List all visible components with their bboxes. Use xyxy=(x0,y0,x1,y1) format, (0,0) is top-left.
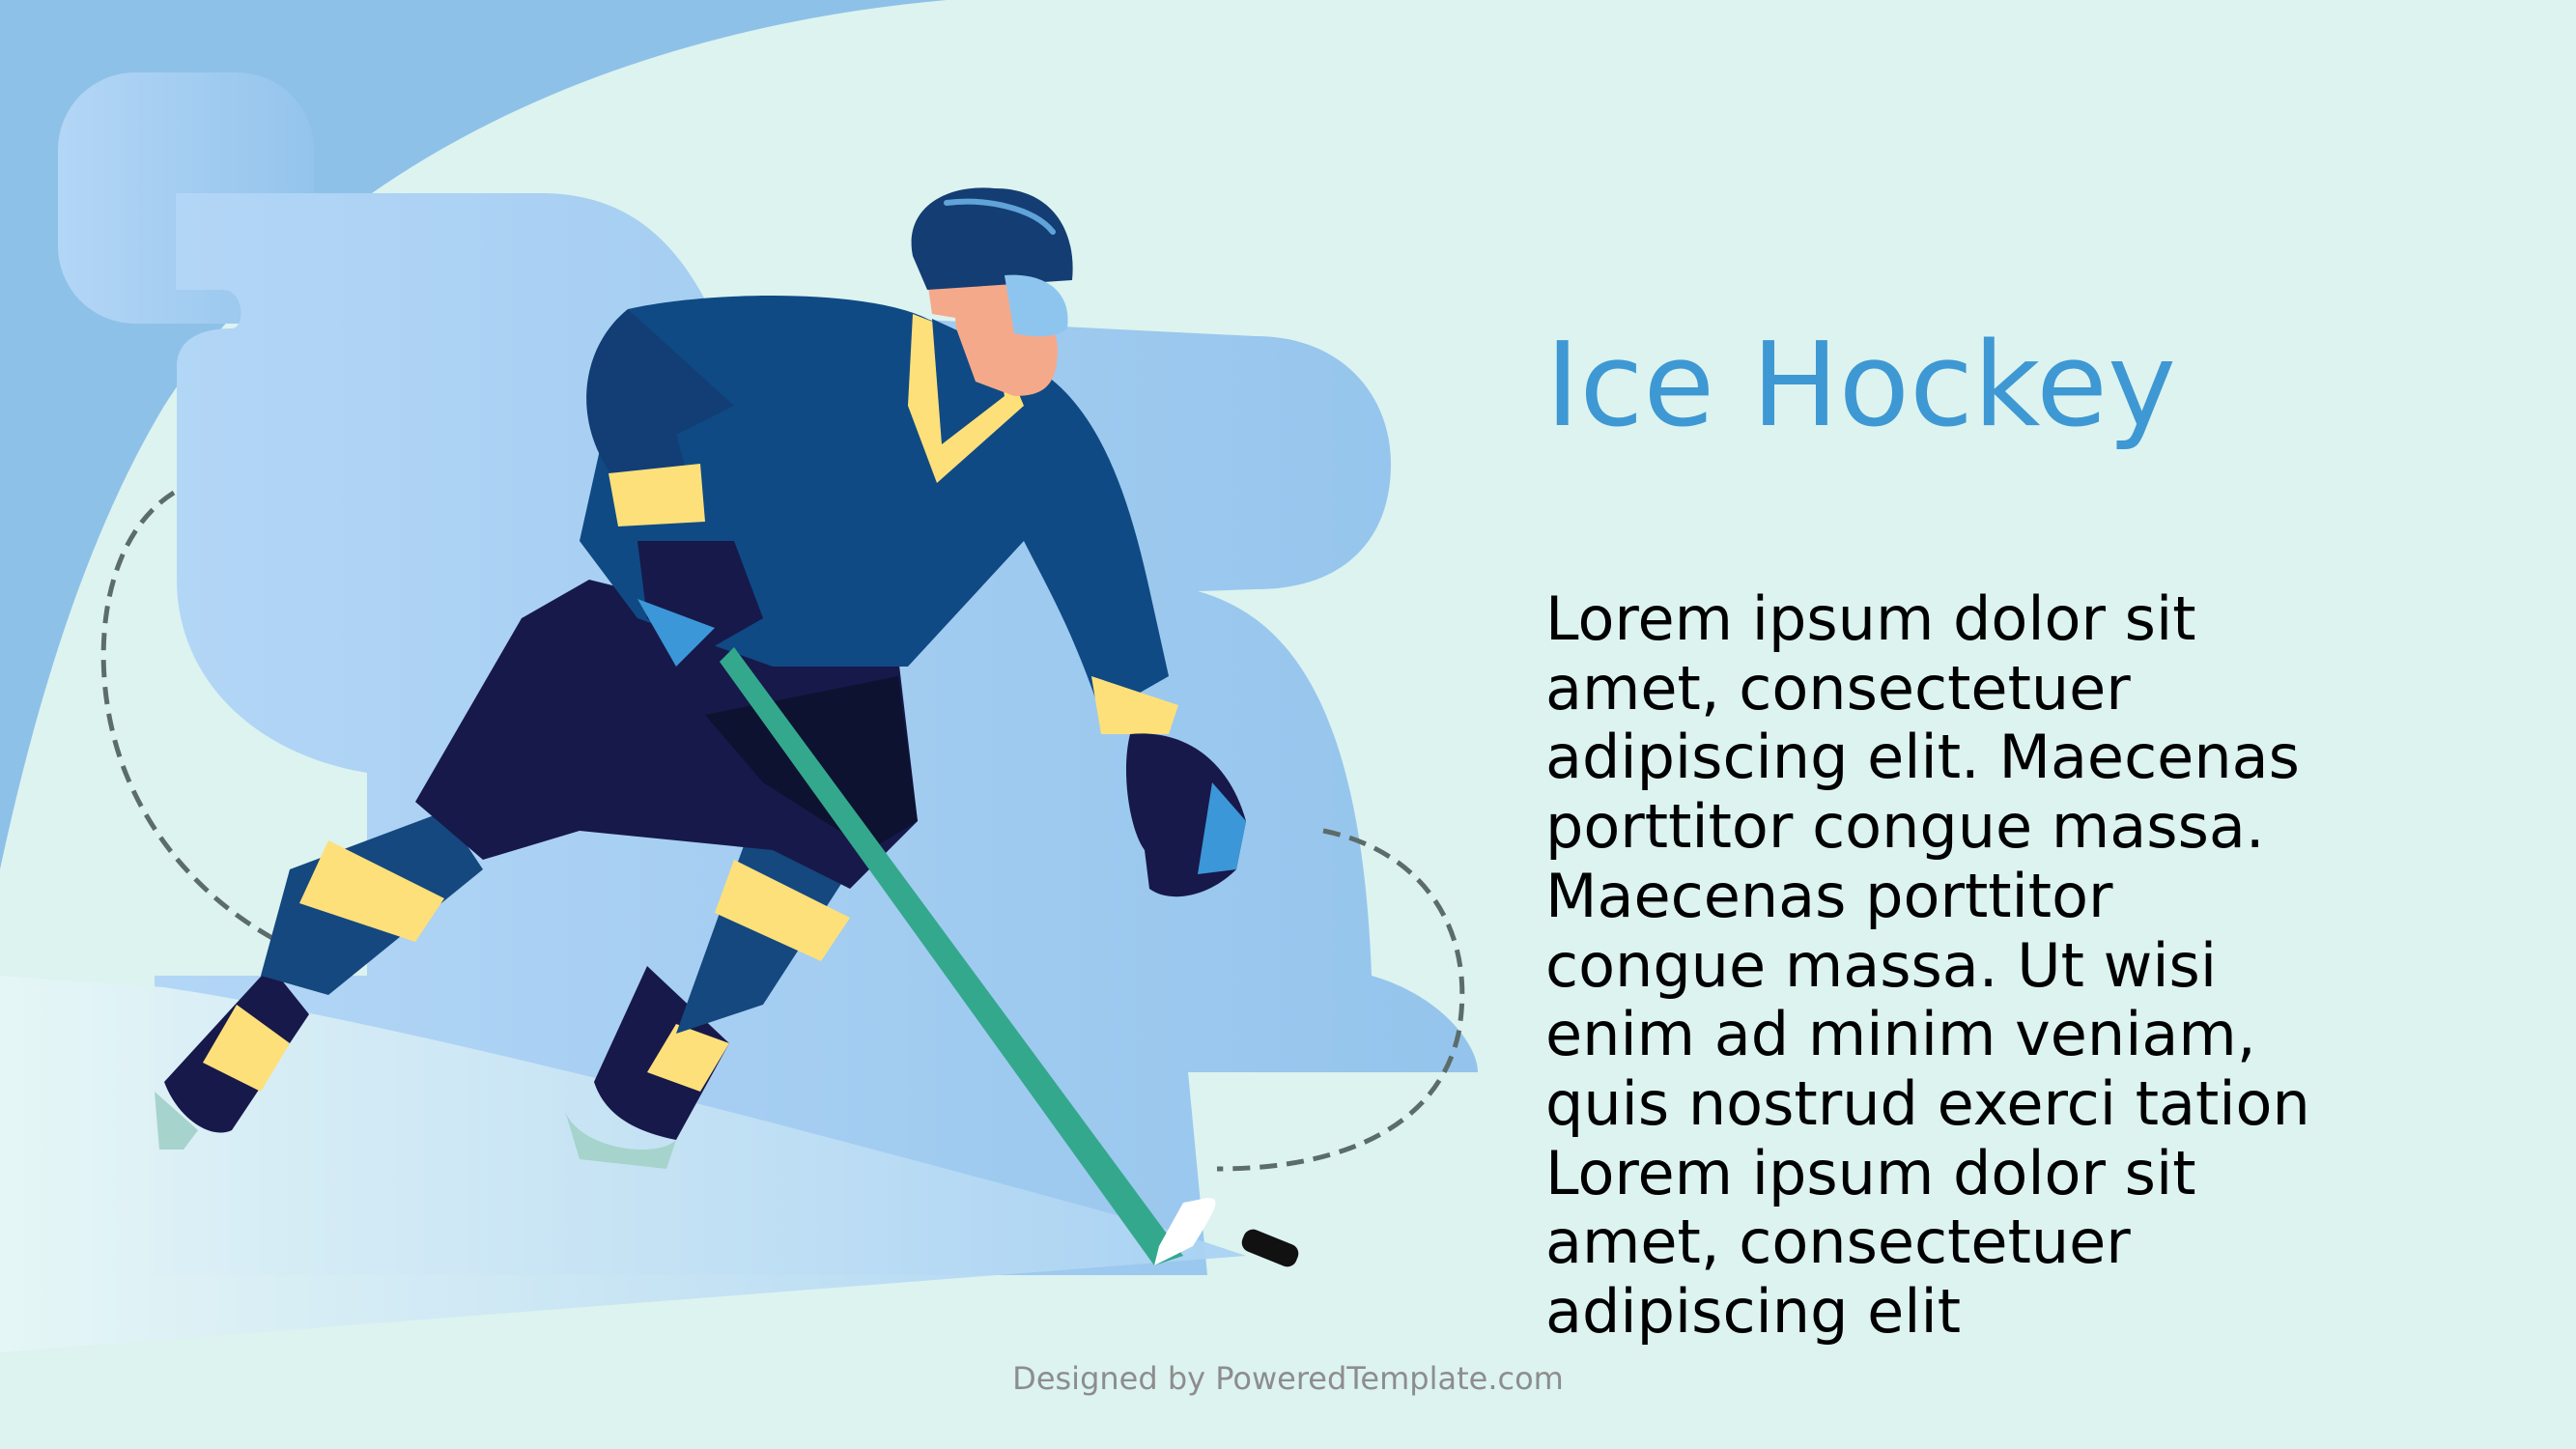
slide-title: Ice Hockey xyxy=(1545,319,2177,453)
hockey-player xyxy=(155,187,1299,1267)
footer-credit: Designed by PoweredTemplate.com xyxy=(1012,1360,1564,1397)
dashed-rink-curve xyxy=(1216,828,1465,1172)
dashed-rink-curve xyxy=(100,490,310,959)
slide-body-text: Lorem ipsum dolor sit amet, consectetuer… xyxy=(1545,583,2310,1348)
